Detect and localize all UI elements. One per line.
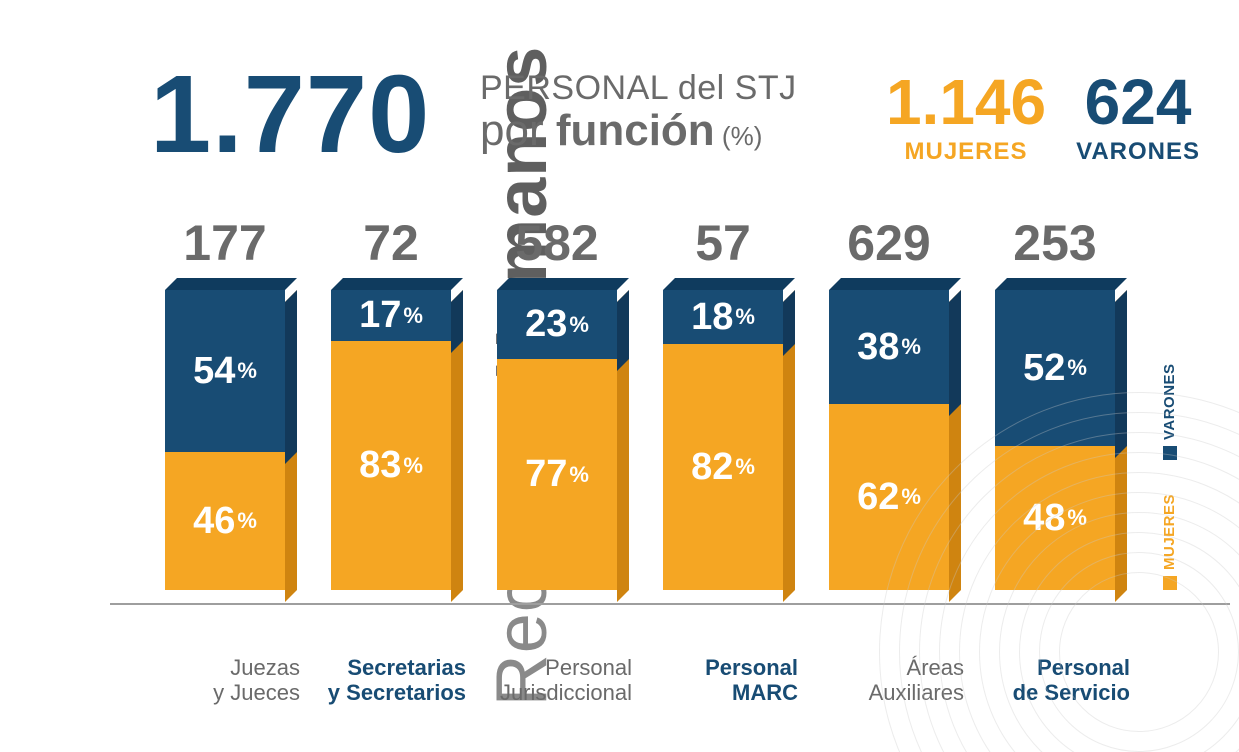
mujeres-label: MUJERES xyxy=(886,138,1046,166)
varones-count: 624 xyxy=(1076,70,1200,134)
varones-label: VARONES xyxy=(1076,138,1200,166)
segment-mujeres: 62% xyxy=(829,404,949,590)
category-label: Secretariasy Secretarios xyxy=(316,655,466,706)
bar-count: 629 xyxy=(847,214,930,272)
bar-column: 177 54%46% xyxy=(150,214,300,590)
legend-varones-label: VARONES xyxy=(1161,363,1178,440)
bar-column: 253 52%48% xyxy=(980,214,1130,590)
segment-varones: 23% xyxy=(497,290,617,359)
bar-column: 57 18%82% xyxy=(648,214,798,590)
subtitle: PERSONAL del STJ por función (%) xyxy=(480,70,797,156)
header: 1.770 PERSONAL del STJ por función (%) 1… xyxy=(150,60,1230,180)
legend-swatch-mujeres xyxy=(1163,576,1177,590)
category-label: ÁreasAuxiliares xyxy=(814,655,964,706)
category-label: PersonalMARC xyxy=(648,655,798,706)
summary: 1.146 MUJERES 624 VARONES xyxy=(886,70,1200,166)
legend-mujeres-label: MUJERES xyxy=(1161,494,1178,570)
subtitle-line2: por función (%) xyxy=(480,107,797,155)
mujeres-count: 1.146 xyxy=(886,70,1046,134)
bar-count: 57 xyxy=(695,214,751,272)
bar-3d: 18%82% xyxy=(663,290,783,590)
bar-column: 629 38%62% xyxy=(814,214,964,590)
bar-count: 177 xyxy=(183,214,266,272)
segment-mujeres: 82% xyxy=(663,344,783,590)
segment-mujeres: 46% xyxy=(165,452,285,590)
bar-3d: 23%77% xyxy=(497,290,617,590)
segment-varones: 52% xyxy=(995,290,1115,446)
legend: MUJERES VARONES xyxy=(1161,320,1221,590)
summary-mujeres: 1.146 MUJERES xyxy=(886,70,1046,166)
bar-count: 72 xyxy=(363,214,419,272)
category-labels: Juezasy Jueces Secretariasy Secretarios Pe… xyxy=(150,655,1130,706)
stacked-bar-chart: 177 54%46% 72 17%83% 582 23%77% 57 18%82% 629 38%… xyxy=(150,210,1130,640)
bar-column: 72 17%83% xyxy=(316,214,466,590)
segment-varones: 54% xyxy=(165,290,285,452)
segment-varones: 38% xyxy=(829,290,949,404)
segment-mujeres: 77% xyxy=(497,359,617,590)
category-label: PersonalJurisdiccional xyxy=(482,655,632,706)
legend-mujeres: MUJERES xyxy=(1161,494,1178,590)
subtitle-line1: PERSONAL del STJ xyxy=(480,70,797,107)
legend-varones: VARONES xyxy=(1161,363,1178,460)
bar-count: 582 xyxy=(515,214,598,272)
x-axis xyxy=(110,603,1230,605)
category-label: Juezasy Jueces xyxy=(150,655,300,706)
legend-swatch-varones xyxy=(1163,446,1177,460)
category-label: Personalde Servicio xyxy=(980,655,1130,706)
bar-3d: 54%46% xyxy=(165,290,285,590)
segment-varones: 17% xyxy=(331,290,451,341)
segment-varones: 18% xyxy=(663,290,783,344)
bar-count: 253 xyxy=(1013,214,1096,272)
bar-3d: 17%83% xyxy=(331,290,451,590)
summary-varones: 624 VARONES xyxy=(1076,70,1200,166)
bar-column: 582 23%77% xyxy=(482,214,632,590)
bar-3d: 52%48% xyxy=(995,290,1115,590)
bar-3d: 38%62% xyxy=(829,290,949,590)
segment-mujeres: 83% xyxy=(331,341,451,590)
segment-mujeres: 48% xyxy=(995,446,1115,590)
